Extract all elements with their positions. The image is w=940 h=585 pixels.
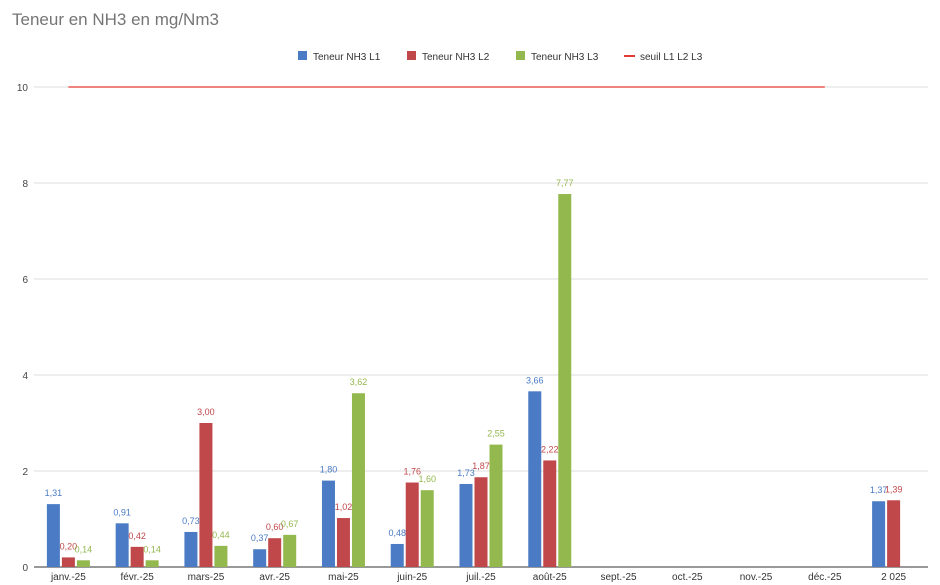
bar [543,460,557,567]
bar [351,393,365,567]
bar [145,560,159,567]
bar [184,531,198,567]
y-tick-label: 6 [22,275,28,286]
bar [283,534,297,567]
bar [253,549,267,567]
legend-label: Teneur NH3 L3 [531,52,599,63]
bar [459,483,473,567]
y-tick-label: 0 [22,563,28,574]
data-label: 1,76 [403,467,421,477]
data-label: 0,14 [75,544,93,554]
data-label: 1,31 [45,488,63,498]
data-label: 0,37 [251,533,269,543]
x-tick-label: janv.-25 [50,572,86,583]
bar [46,504,60,567]
x-tick-label: juil.-25 [465,572,496,583]
bar [528,391,542,567]
data-label: 0,44 [212,530,230,540]
data-label: 0,42 [128,531,146,541]
data-label: 1,02 [335,502,353,512]
bar [214,545,228,567]
y-tick-label: 10 [17,83,29,94]
bar [199,423,213,567]
data-label: 0,91 [113,507,131,517]
bar [76,560,90,567]
bar [390,543,404,567]
bar [130,546,144,567]
x-tick-label: févr.-25 [120,572,154,583]
bar [336,518,350,567]
bar [420,490,434,567]
y-tick-label: 8 [22,179,28,190]
data-label: 2,22 [541,444,559,454]
data-label: 1,60 [418,474,436,484]
x-tick-label: nov.-25 [740,572,773,583]
bar [268,538,282,567]
data-label: 0,48 [388,528,406,538]
bar [489,444,503,567]
legend-swatch [407,51,416,60]
x-tick-label: sept.-25 [600,572,637,583]
x-tick-label: avr.-25 [259,572,290,583]
data-label: 1,37 [870,485,888,495]
legend-swatch [516,51,525,60]
data-label: 3,66 [526,375,544,385]
bar [115,523,129,567]
bar [872,501,886,567]
chart-title: Teneur en NH3 en mg/Nm3 [12,10,219,29]
y-tick-label: 2 [22,467,28,478]
data-label: 0,73 [182,516,200,526]
data-label: 2,55 [487,429,505,439]
data-label: 0,14 [143,544,161,554]
x-tick-label: 2 025 [881,572,906,583]
bar [887,500,901,567]
data-label: 0,67 [281,519,299,529]
bar [558,194,572,568]
data-label: 1,80 [320,465,338,475]
data-label: 1,39 [885,484,903,494]
x-tick-label: août-25 [533,572,567,583]
legend-label: seuil L1 L2 L3 [640,52,703,63]
x-tick-label: mai-25 [328,572,359,583]
data-label: 0,20 [60,541,78,551]
data-label: 1,73 [457,468,475,478]
legend-label: Teneur NH3 L1 [313,52,381,63]
data-label: 3,62 [350,377,368,387]
data-label: 3,00 [197,407,215,417]
bar [321,480,335,567]
x-tick-label: mars-25 [188,572,225,583]
x-tick-label: oct.-25 [672,572,703,583]
data-label: 1,87 [472,461,490,471]
legend-swatch [298,51,307,60]
bar [61,557,75,567]
x-tick-label: déc.-25 [808,572,842,583]
x-tick-label: juin-25 [396,572,427,583]
legend-label: Teneur NH3 L2 [422,52,490,63]
bar [405,482,419,567]
bar [474,477,488,567]
y-tick-label: 4 [22,371,28,382]
data-label: 0,60 [266,522,284,532]
data-label: 7,77 [556,178,574,188]
